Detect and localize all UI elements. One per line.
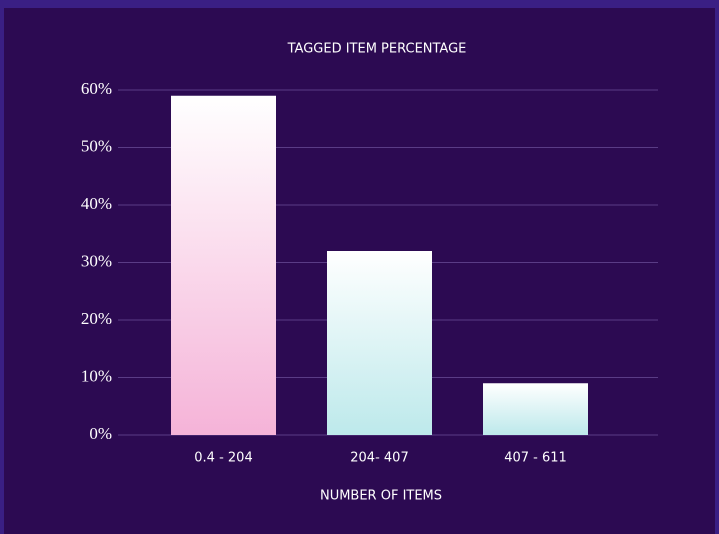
y-tick-label: 50%	[81, 136, 112, 155]
y-tick-label: 0%	[89, 424, 112, 443]
y-tick-label: 60%	[81, 79, 112, 98]
y-tick-label: 10%	[81, 366, 112, 385]
y-tick-label: 30%	[81, 251, 112, 270]
x-axis-label: NUMBER OF ITEMS	[320, 489, 442, 504]
y-tick-label: 20%	[81, 309, 112, 328]
x-tick-label: 204- 407	[350, 451, 408, 466]
bar	[327, 251, 432, 435]
x-tick-label: 407 - 611	[504, 451, 567, 466]
y-tick-label: 40%	[81, 194, 112, 213]
x-tick-label: 0.4 - 204	[194, 451, 252, 466]
bar	[483, 383, 588, 435]
bar	[171, 95, 276, 435]
chart-title: TAGGED ITEM PERCENTAGE	[287, 42, 467, 57]
